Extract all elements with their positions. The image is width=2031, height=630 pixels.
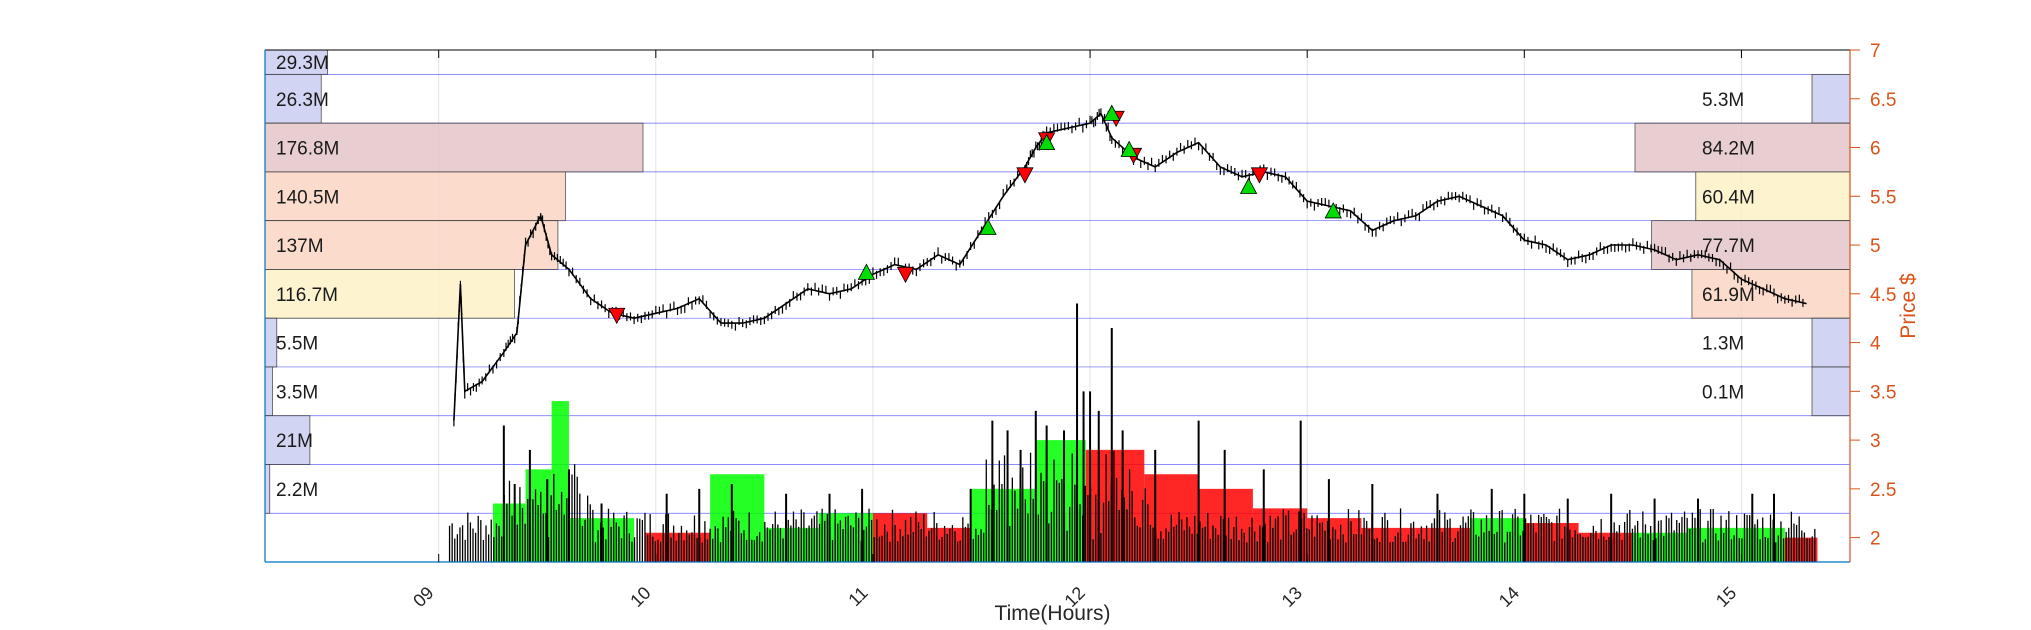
volume-profile-label-right: 1.3M [1702, 334, 1744, 355]
volume-block-down [1307, 518, 1362, 562]
volume-profile-bar-left [264, 317, 278, 368]
volume-profile-label-right: 77.7M [1702, 236, 1755, 257]
x-tick-label: 10 [626, 583, 654, 611]
volume-profile-label-left: 116.7M [276, 285, 338, 306]
price-line [453, 112, 1807, 421]
volume-profile-bar-right [1811, 73, 1851, 124]
buy-signal-marker [857, 263, 876, 280]
y-tick-label: 4 [1870, 334, 1881, 355]
y-tick-label: 5.5 [1870, 187, 1896, 208]
sell-signal-marker [896, 266, 915, 284]
volume-profile-bar-right [1811, 317, 1851, 368]
y-axis-label: Price $ [1897, 273, 1920, 339]
x-tick-label: 13 [1278, 583, 1306, 611]
volume-profile-bar-left [264, 122, 644, 173]
volume-profile-bar-left [264, 269, 515, 319]
y-tick-label: 4.5 [1870, 285, 1896, 306]
volume-block-up [1687, 527, 1742, 562]
volume-profile-bar-right [1651, 220, 1851, 270]
volume-profile-label-left: 3.5M [276, 382, 318, 403]
volume-profile-bar-left [264, 171, 566, 222]
volume-block-up [1632, 532, 1688, 562]
volume-profile-bar-right [1634, 122, 1851, 173]
volume-profile-bar-right [1691, 269, 1851, 319]
y-tick-label: 6.5 [1870, 90, 1896, 111]
x-tick-label: 14 [1495, 583, 1523, 611]
volume-profile-label-right: 5.3M [1702, 90, 1744, 111]
sell-signal-marker [1250, 167, 1269, 184]
x-axis-label: Time(Hours) [995, 602, 1111, 625]
volume-block-up [710, 474, 765, 562]
volume-profile-bar-left [264, 415, 311, 465]
volume-profile-bar-left [264, 366, 273, 417]
buy-signal-marker [1239, 177, 1258, 194]
volume-profile-label-right: 0.1M [1702, 382, 1744, 403]
volume-block-down [1361, 527, 1416, 562]
volume-profile-label-left: 5.5M [276, 334, 318, 355]
volume-profile-label-left: 2.2M [276, 480, 318, 501]
volume-profile-label-left: 29.3M [276, 53, 329, 74]
buy-signal-marker [979, 218, 997, 235]
sell-signal-marker [1016, 167, 1034, 184]
volume-profile-bar-left [264, 464, 271, 514]
x-tick-label: 11 [844, 583, 871, 610]
y-tick-label: 3.5 [1870, 382, 1896, 403]
volume-profile-bar-left [264, 220, 559, 270]
y-tick-label: 7 [1870, 41, 1881, 62]
x-tick-label: 15 [1712, 583, 1740, 611]
volume-profile-label-right: 84.2M [1702, 139, 1755, 160]
volume-profile-label-left: 21M [276, 431, 313, 452]
volume-profile-bar-right [1811, 366, 1851, 417]
y-tick-label: 3 [1870, 431, 1881, 452]
volume-block-down [1085, 449, 1145, 562]
buy-signal-marker [1103, 104, 1121, 121]
volume-profile-bar-left [264, 73, 322, 124]
volume-profile-label-left: 26.3M [276, 90, 329, 111]
buy-signal-marker [1037, 133, 1056, 151]
buy-signal-marker [1120, 140, 1138, 157]
buy-signal-marker [1324, 202, 1342, 219]
volume-profile-label-right: 61.9M [1702, 285, 1755, 306]
y-tick-label: 2 [1870, 529, 1881, 550]
volume-block-down [644, 532, 711, 562]
volume-profile-label-left: 176.8M [276, 139, 339, 160]
volume-block-up [970, 488, 1036, 562]
y-tick-label: 6 [1870, 139, 1881, 160]
sell-signal-marker [608, 307, 626, 325]
x-tick-label: 09 [409, 583, 437, 611]
volume-profile-label-left: 140.5M [276, 187, 339, 208]
volume-profile-label-right: 60.4M [1702, 187, 1755, 208]
volume-profile-label-left: 137M [276, 236, 324, 257]
y-tick-label: 5 [1870, 236, 1881, 257]
y-tick-label: 2.5 [1870, 480, 1896, 501]
volume-profile-bar-right [1695, 171, 1851, 222]
